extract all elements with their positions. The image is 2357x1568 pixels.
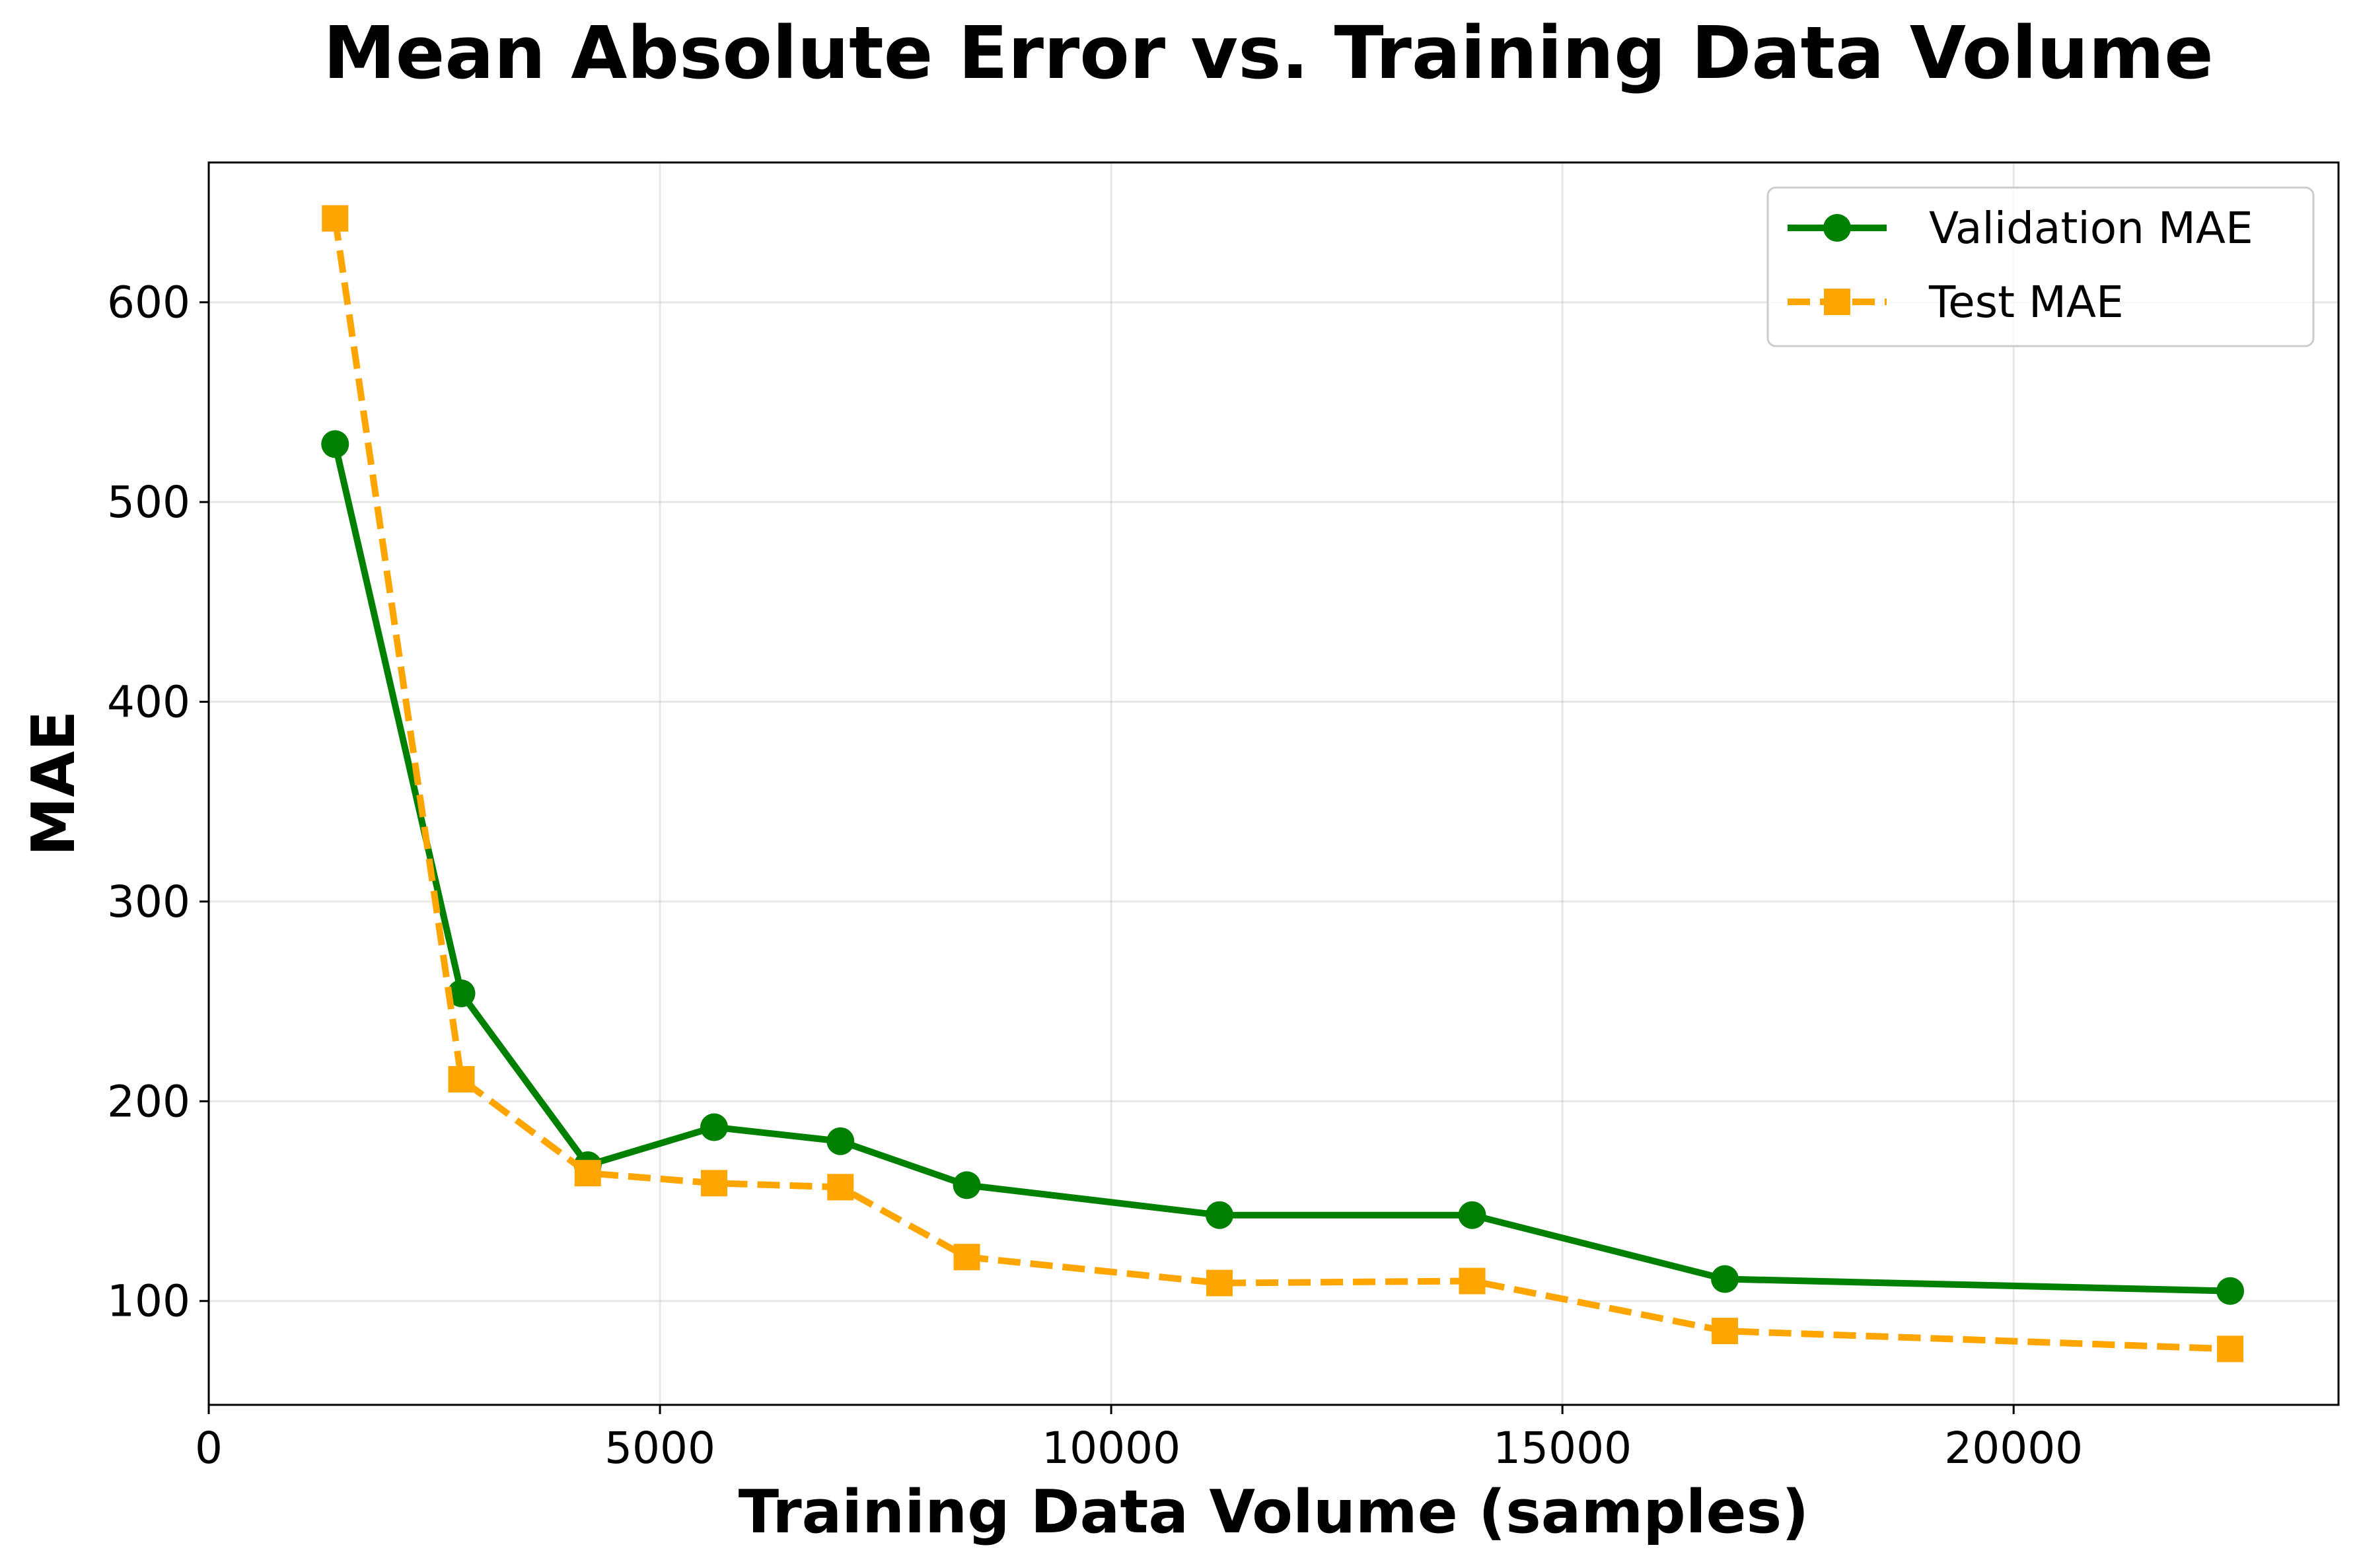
x-axis-label: Training Data Volume (samples) <box>739 1478 1809 1547</box>
legend-box <box>1766 186 2315 347</box>
data-point-test-mae <box>2217 1336 2244 1363</box>
y-tick-label: 600 <box>107 277 190 328</box>
tick-layer: 0 5000 10000 15000 20000 100 200 300 400 500 600 <box>107 277 2083 1474</box>
data-point-test-mae <box>448 1066 475 1093</box>
plot-frame <box>207 161 2340 1406</box>
legend-label-test: Test MAE <box>1928 277 2124 328</box>
data-point-validation-mae <box>1458 1201 1486 1229</box>
data-point-validation-mae <box>700 1113 729 1141</box>
data-point-validation-mae <box>826 1127 855 1155</box>
data-point-test-mae <box>574 1160 601 1187</box>
y-tick-label: 400 <box>107 677 190 728</box>
series-layer <box>321 205 2245 1363</box>
data-point-validation-mae <box>1206 1201 1234 1229</box>
legend: Validation MAE Test MAE <box>1766 186 2315 347</box>
data-point-test-mae <box>701 1170 728 1197</box>
data-point-test-mae <box>953 1244 980 1271</box>
data-point-validation-mae <box>447 980 476 1008</box>
data-point-validation-mae <box>321 430 349 458</box>
y-tick-label: 500 <box>107 477 190 528</box>
data-point-validation-mae <box>2216 1277 2245 1305</box>
data-point-validation-mae <box>1711 1265 1739 1293</box>
y-tick-label: 200 <box>107 1076 190 1127</box>
chart-title: Mean Absolute Error vs. Training Data Vo… <box>323 11 2213 95</box>
data-point-test-mae <box>827 1174 854 1201</box>
series-line-test-mae <box>332 217 2231 1353</box>
series-line-validation-mae <box>332 443 2231 1295</box>
legend-marker-validation <box>1823 214 1851 242</box>
x-tick-label: 10000 <box>1042 1423 1180 1474</box>
y-tick-label: 300 <box>107 876 190 927</box>
data-point-test-mae <box>322 205 349 232</box>
x-tick-label: 5000 <box>604 1423 715 1474</box>
x-tick-label: 0 <box>195 1423 223 1474</box>
data-point-test-mae <box>1459 1267 1486 1295</box>
data-point-validation-mae <box>953 1171 981 1199</box>
data-point-test-mae <box>1206 1269 1233 1297</box>
x-tick-label: 20000 <box>1944 1423 2083 1474</box>
legend-label-validation: Validation MAE <box>1929 203 2253 254</box>
legend-marker-test <box>1824 289 1850 315</box>
y-tick-label: 100 <box>107 1276 190 1327</box>
y-axis-label: MAE <box>19 711 89 857</box>
x-tick-label: 15000 <box>1493 1423 1632 1474</box>
data-point-test-mae <box>1712 1318 1739 1345</box>
